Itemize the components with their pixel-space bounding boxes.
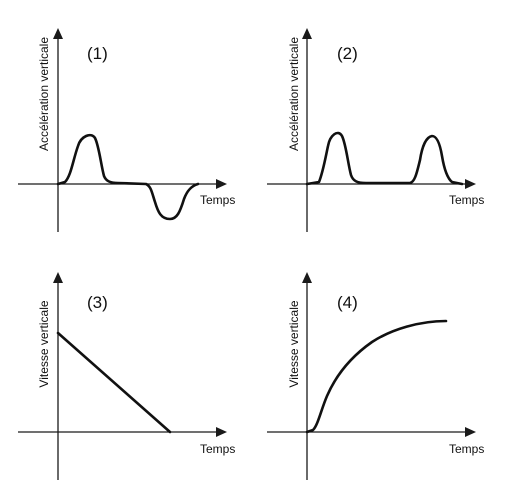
panel-1-x-axis-title: Temps — [200, 193, 235, 207]
panel-3-y-axis-arrow — [53, 272, 63, 283]
panel-3-label: (3) — [87, 293, 108, 312]
panel-2-y-axis-arrow — [302, 28, 312, 39]
panel-4-x-axis-title: Temps — [449, 442, 484, 456]
graph-panel-3: (3) Vitesse verticale Temps — [18, 272, 235, 480]
panel-4-y-axis-arrow — [302, 272, 312, 283]
panel-1-label: (1) — [87, 44, 108, 63]
panel-1-x-axis-arrow — [216, 179, 227, 189]
graph-panel-4: (4) Vitesse verticale Temps — [267, 272, 484, 480]
panel-3-x-axis-title: Temps — [200, 442, 235, 456]
panel-2-x-axis-title: Temps — [449, 193, 484, 207]
panel-1-acceleration-curve — [56, 133, 200, 221]
panel-2-x-axis-arrow — [465, 179, 476, 189]
panel-2-acceleration-curve — [305, 131, 464, 186]
panel-3-x-axis-arrow — [216, 427, 227, 437]
panel-3-velocity-curve — [56, 331, 172, 434]
panel-4-velocity-curve — [305, 319, 448, 434]
graph-panel-2: (2) Accélération verticale Temps — [267, 28, 484, 232]
panel-1-y-axis-title: Accélération verticale — [37, 37, 51, 151]
graph-panel-1: (1) Accélération verticale Temps — [18, 28, 235, 232]
panel-1-y-axis-arrow — [53, 28, 63, 39]
panel-2-label: (2) — [337, 44, 358, 63]
panel-4-label: (4) — [337, 293, 358, 312]
panel-3-y-axis-title: Vitesse verticale — [37, 300, 51, 387]
panel-2-y-axis-title: Accélération verticale — [287, 37, 301, 151]
panel-4-y-axis-title: Vitesse verticale — [287, 300, 301, 387]
panel-4-x-axis-arrow — [465, 427, 476, 437]
